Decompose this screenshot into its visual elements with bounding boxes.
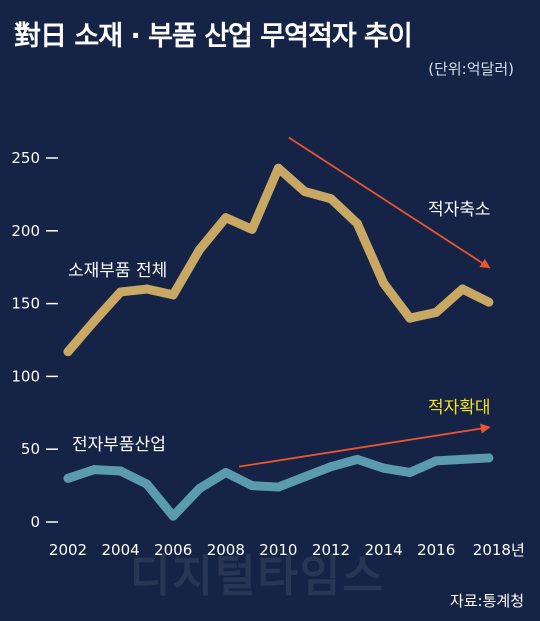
data-point <box>221 213 231 223</box>
x-tick-label: 2002 <box>49 541 87 559</box>
trend-arrow <box>288 136 491 269</box>
y-tick-label: 150 <box>11 295 40 313</box>
x-axis: 2002 2004 2006 2008 2010 2012 2014 2016 2018년 <box>49 541 525 559</box>
data-point <box>352 454 362 464</box>
data-point <box>484 297 494 307</box>
y-tick-label: 200 <box>11 222 40 240</box>
data-point <box>142 479 152 489</box>
data-point <box>168 290 178 300</box>
data-point <box>405 467 415 477</box>
data-point <box>300 472 310 482</box>
data-point <box>484 453 494 463</box>
data-point <box>247 481 257 491</box>
watermark: 디지털타임스 <box>130 551 385 602</box>
x-tick-label: 2016 <box>417 541 455 559</box>
data-point <box>458 454 467 464</box>
y-tick-label: 100 <box>11 367 40 385</box>
data-point <box>300 186 310 196</box>
data-point <box>63 473 73 483</box>
data-point <box>431 307 441 317</box>
x-tick-label: 2018년 <box>473 541 525 559</box>
series-label: 전자부품산업 <box>72 435 166 455</box>
source-label: 자료:통계청 <box>449 592 524 610</box>
x-tick-label: 2014 <box>365 541 403 559</box>
data-point <box>195 245 204 255</box>
series-line-1 <box>63 163 494 357</box>
data-point <box>326 194 336 204</box>
y-tick-label: 250 <box>11 149 40 167</box>
series-label: 소재부품 전체 <box>68 261 167 281</box>
data-point <box>89 465 99 475</box>
unit-label: (단위:억달러) <box>428 60 514 78</box>
y-tick-label: 0 <box>30 513 40 531</box>
chart-title: 對日 소재 · 부품 산업 무역적자 추이 <box>14 21 413 52</box>
data-point <box>116 466 126 476</box>
x-tick-label: 2004 <box>102 541 140 559</box>
x-tick-label: 2012 <box>312 541 350 559</box>
y-tick-label: 50 <box>21 440 40 458</box>
x-tick-label: 2010 <box>259 541 297 559</box>
y-axis: 0 50 100 150 200 250 <box>11 149 58 531</box>
data-point <box>142 284 152 294</box>
data-point <box>458 284 467 294</box>
trend-arrow <box>238 423 491 468</box>
annotation-label: 적자축소 <box>428 200 491 220</box>
data-point <box>379 463 389 473</box>
data-point <box>326 462 336 472</box>
data-point <box>273 163 283 173</box>
data-point <box>379 278 389 288</box>
data-point <box>273 482 283 492</box>
data-point <box>221 467 231 477</box>
data-point <box>168 511 178 521</box>
data-point <box>116 287 126 297</box>
data-point <box>247 224 257 234</box>
data-point <box>405 313 415 323</box>
x-tick-label: 2006 <box>154 541 192 559</box>
data-point <box>431 456 441 466</box>
data-point <box>195 484 204 494</box>
data-point <box>352 219 362 229</box>
data-point <box>63 347 73 357</box>
annotation-label: 적자확대 <box>428 398 491 418</box>
data-point <box>89 316 99 326</box>
x-tick-label: 2008 <box>207 541 245 559</box>
